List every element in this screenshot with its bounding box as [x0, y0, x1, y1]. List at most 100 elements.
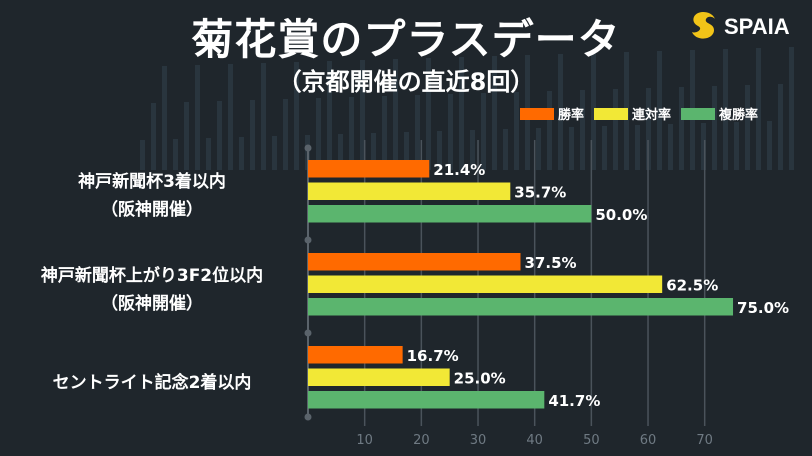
background-bar: [745, 85, 750, 170]
background-bar: [239, 137, 244, 170]
background-bar: [173, 139, 178, 170]
background-bar: [371, 133, 376, 170]
bar-2-2: [308, 275, 663, 293]
background-bar: [657, 51, 662, 170]
bar-1-3: [308, 346, 403, 364]
legend-item-top2: 連対率: [594, 104, 671, 123]
background-bar: [437, 131, 442, 170]
background-bar: [646, 88, 651, 170]
background-bar: [448, 94, 453, 170]
background-bar: [767, 121, 772, 170]
bar-2-1: [308, 182, 511, 200]
category-line: 神戸新聞杯3着以内: [78, 172, 226, 192]
category-label-2: 神戸新聞杯上がり3F2位以内 （阪神開催）: [12, 262, 292, 318]
x-tick-label: 10: [356, 433, 373, 448]
data-label: 50.0%: [595, 206, 647, 224]
background-bar: [635, 125, 640, 170]
category-line: 神戸新聞杯上がり3F2位以内: [40, 266, 264, 286]
data-label: 35.7%: [514, 184, 566, 202]
data-label: 62.5%: [666, 277, 718, 295]
background-bar: [569, 127, 574, 170]
legend-label: 勝率: [558, 108, 585, 123]
chart-legend: 勝率 連対率 複勝率: [520, 104, 758, 123]
background-bar: [734, 122, 739, 170]
background-bar: [470, 130, 475, 170]
background-bar: [415, 95, 420, 170]
background-bar: [250, 100, 255, 170]
background-bar: [140, 140, 145, 170]
spaia-logo: SPAIA: [688, 10, 790, 44]
data-label: 41.7%: [548, 392, 600, 410]
legend-swatch: [520, 107, 554, 120]
data-label: 25.0%: [454, 370, 506, 388]
background-bar: [789, 47, 794, 170]
background-bar: [162, 66, 167, 170]
background-bar: [228, 64, 233, 170]
background-bar: [536, 128, 541, 170]
legend-label: 連対率: [632, 108, 672, 123]
background-bar: [668, 124, 673, 170]
category-label-1: 神戸新聞杯3着以内 （阪神開催）: [12, 168, 292, 224]
background-bar: [349, 97, 354, 170]
x-tick-label: 40: [526, 433, 543, 448]
legend-item-win: 勝率: [520, 104, 584, 123]
background-bar: [547, 91, 552, 170]
data-label: 16.7%: [407, 347, 459, 365]
bar-3-2: [308, 298, 734, 316]
background-bar: [492, 56, 497, 170]
background-bar: [602, 126, 607, 170]
page-subtitle: （京都開催の直近8回）: [277, 68, 535, 96]
background-bar: [756, 48, 761, 170]
background-bar: [283, 99, 288, 170]
background-bar: [261, 63, 266, 170]
axis-node: [304, 236, 312, 244]
bar-1-1: [308, 160, 430, 178]
background-bar: [184, 102, 189, 170]
background-bar: [151, 103, 156, 170]
background-bar: [701, 123, 706, 170]
background-bar: [272, 136, 277, 170]
background-bar: [514, 92, 519, 170]
background-bar: [316, 98, 321, 170]
background-bar: [778, 84, 783, 170]
category-line: （阪神開催）: [101, 294, 203, 314]
background-bar: [679, 87, 684, 170]
background-bar: [217, 101, 222, 170]
spaia-logo-icon: [692, 12, 715, 39]
background-bar: [294, 62, 299, 170]
background-bar: [404, 132, 409, 170]
category-line: セントライト記念2着以内: [52, 373, 252, 393]
legend-swatch: [681, 107, 716, 120]
legend-swatch: [594, 107, 629, 120]
background-bar: [426, 58, 431, 170]
background-bar: [712, 86, 717, 170]
x-tick-label: 20: [413, 433, 430, 448]
background-bar: [393, 59, 398, 170]
data-label: 75.0%: [737, 299, 789, 317]
background-bar: [360, 60, 365, 170]
background-bar: [558, 54, 563, 170]
bar-3-3: [308, 391, 545, 409]
bar-3-1: [308, 205, 592, 223]
x-tick-label: 30: [470, 433, 487, 448]
background-bar: [613, 89, 618, 170]
background-bar: [481, 93, 486, 170]
background-bar: [723, 49, 728, 170]
axis-node: [304, 144, 312, 152]
background-bar: [338, 134, 343, 170]
background-bar: [580, 90, 585, 170]
background-bar: [591, 53, 596, 170]
axis-node: [304, 413, 312, 421]
background-bar: [459, 57, 464, 170]
background-bar: [382, 96, 387, 170]
bar-2-3: [308, 368, 450, 386]
page-title: 菊花賞のプラスデータ: [191, 15, 621, 64]
data-label: 21.4%: [433, 161, 485, 179]
category-label-3: セントライト記念2着以内: [12, 369, 292, 397]
x-tick-label: 50: [583, 433, 600, 448]
legend-item-top3: 複勝率: [681, 104, 758, 123]
data-label: 37.5%: [525, 254, 577, 272]
background-bar: [195, 65, 200, 170]
background-bar: [327, 61, 332, 170]
